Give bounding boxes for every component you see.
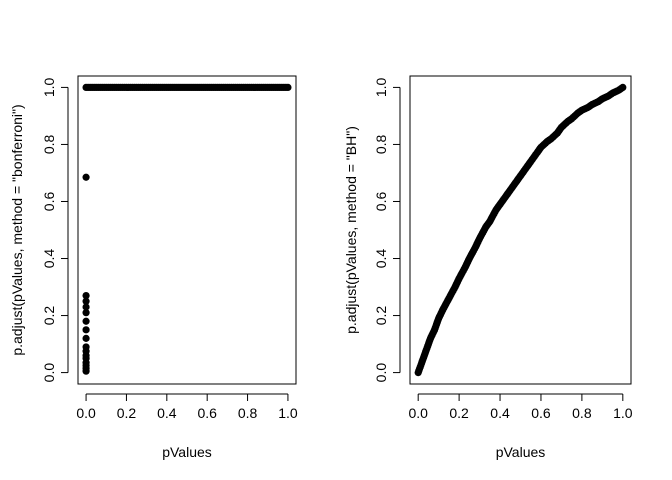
y-tick-label: 0.2: [41, 306, 57, 326]
data-point: [82, 309, 90, 317]
y-axis-label: p.adjust(pValues, method = "BH"): [343, 126, 359, 334]
x-tick-label: 0.8: [238, 405, 258, 421]
x-tick-label: 0.8: [572, 405, 592, 421]
x-tick-label: 0.4: [490, 405, 510, 421]
plot-frame: [409, 75, 632, 385]
data-point: [82, 343, 90, 351]
y-tick-label: 1.0: [373, 77, 389, 97]
data-point: [82, 173, 90, 181]
y-tick-label: 0.0: [41, 363, 57, 383]
x-tick-label: 1.0: [278, 405, 298, 421]
bonferroni-plot-panel: 0.0 0.2 0.4 0.6 0.8 1.0 0.0 0.2 0.4 0.6 0.8 1.0 pVal…: [9, 75, 298, 460]
x-tick-label: 0.0: [76, 405, 96, 421]
y-tick-label: 0.2: [373, 306, 389, 326]
data-point: [82, 297, 90, 305]
x-tick-label: 0.0: [408, 405, 428, 421]
data-point: [82, 334, 90, 342]
bh-plot-panel: 0.0 0.2 0.4 0.6 0.8 1.0 0.0 0.2 0.4 0.6 0.8 1.0 pVal…: [343, 75, 633, 460]
x-tick-label: 1.0: [613, 405, 633, 421]
y-tick-label: 0.8: [373, 135, 389, 155]
data-point: [617, 84, 626, 92]
x-axis-label: pValues: [162, 444, 212, 460]
data-point: [82, 303, 90, 311]
y-tick-label: 0.8: [41, 135, 57, 155]
data-point: [82, 326, 90, 334]
y-tick-label: 0.6: [41, 192, 57, 212]
y-axis-label: p.adjust(pValues, method = "bonferroni"): [9, 104, 25, 355]
y-tick-label: 0.0: [373, 363, 389, 383]
y-tick-label: 0.6: [373, 192, 389, 212]
data-point: [282, 83, 290, 92]
y-tick-label: 1.0: [41, 77, 57, 97]
x-tick-label: 0.2: [449, 405, 469, 421]
y-tick-label: 0.4: [41, 249, 57, 269]
data-point: [82, 291, 90, 300]
plot-frame: [77, 75, 297, 385]
data-point: [82, 317, 90, 325]
x-tick-label: 0.6: [197, 405, 217, 421]
x-axis-label: pValues: [496, 444, 546, 460]
x-tick-label: 0.4: [157, 405, 177, 421]
y-tick-label: 0.4: [373, 249, 389, 269]
x-tick-label: 0.6: [531, 405, 551, 421]
x-tick-label: 0.2: [117, 405, 137, 421]
